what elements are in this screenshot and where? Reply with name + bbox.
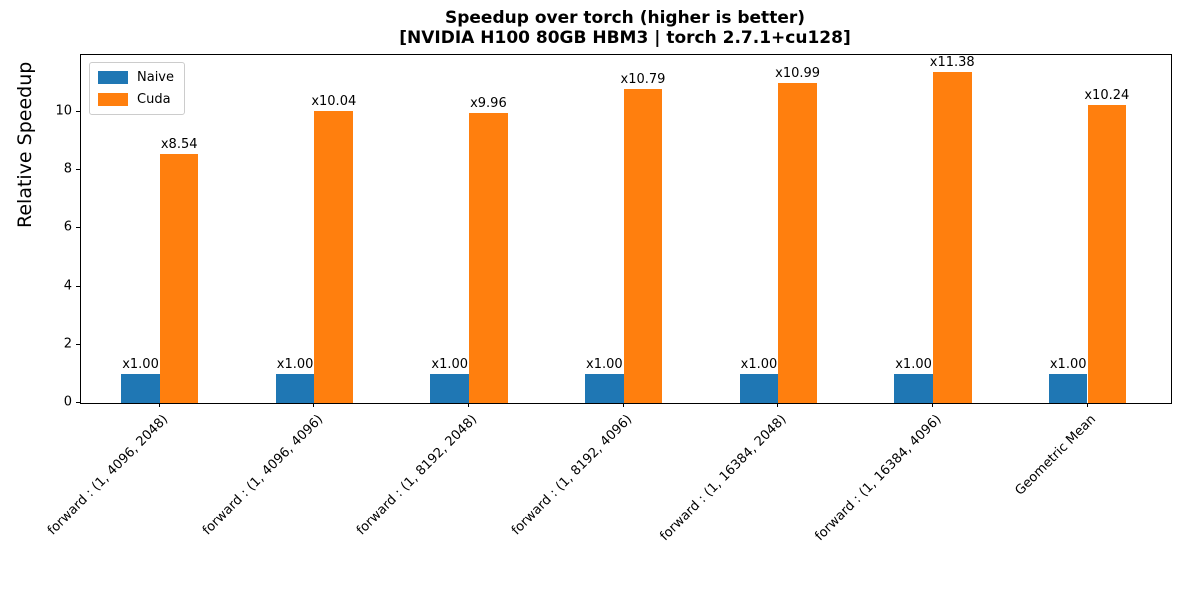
x-tick-mark — [468, 403, 470, 407]
bar-value-label: x9.96 — [470, 95, 507, 111]
x-tick-label-5: forward : (1, 16384, 4096) — [812, 412, 945, 545]
bar-naive-6 — [1048, 373, 1088, 403]
bar-value-label: x10.79 — [620, 71, 666, 87]
legend: Naive Cuda — [89, 62, 185, 115]
x-tick-label-6: Geometric Mean — [1012, 412, 1100, 499]
x-tick-label-1: forward : (1, 4096, 4096) — [199, 412, 327, 539]
legend-swatch-icon — [98, 71, 128, 84]
bar-naive-1 — [275, 373, 315, 403]
y-tick-mark — [76, 227, 80, 229]
y-tick-mark — [76, 285, 80, 287]
chart-title: Speedup over torch (higher is better) — [444, 8, 805, 28]
bar-cuda-2 — [469, 112, 508, 403]
x-tick-mark — [1086, 403, 1088, 407]
y-tick-label: 0 — [63, 394, 72, 410]
bar-value-label: x1.00 — [586, 356, 623, 372]
y-tick-label: 4 — [63, 278, 72, 293]
x-tick-label-4: forward : (1, 16384, 2048) — [657, 412, 790, 545]
y-tick-label: 6 — [63, 219, 72, 235]
y-tick-label: 10 — [55, 103, 72, 119]
bar-cuda-1 — [314, 110, 354, 403]
bar-cuda-4 — [778, 82, 817, 403]
bar-value-label: x8.54 — [160, 137, 198, 153]
bar-cuda-0 — [159, 154, 199, 403]
y-tick-label: 2 — [63, 336, 72, 352]
legend-swatch-icon — [98, 93, 128, 106]
bar-naive-0 — [121, 373, 160, 403]
x-tick-label-3: forward : (1, 8192, 4096) — [508, 412, 636, 539]
bar-value-label: x1.00 — [740, 356, 778, 372]
plot-area: Naive Cuda x1.00 x1.00 x1.00 x1.00 x1.00 x1.00… — [80, 54, 1172, 404]
legend-item-cuda: Cuda — [98, 92, 174, 107]
chart-subtitle: [NVIDIA H100 80GB HBM3 | torch 2.7.1+cu1… — [399, 28, 851, 48]
y-tick-mark — [76, 402, 80, 403]
y-tick-mark — [76, 169, 80, 171]
bar-cuda-3 — [623, 88, 663, 403]
x-tick-mark — [158, 403, 160, 407]
bar-value-label: x1.00 — [431, 356, 469, 372]
bar-value-label: x10.24 — [1084, 87, 1130, 103]
bar-naive-4 — [739, 373, 779, 403]
bar-value-label: x1.00 — [276, 356, 314, 372]
legend-label: Cuda — [137, 92, 171, 107]
x-tick-mark — [777, 403, 779, 407]
y-tick-mark — [76, 110, 80, 112]
chart-title-block: Speedup over torch (higher is better) [N… — [80, 8, 1170, 48]
bar-value-label: x10.99 — [775, 65, 821, 81]
bar-naive-3 — [585, 373, 624, 403]
y-tick-label: 8 — [63, 161, 72, 177]
bar-value-label: x1.00 — [122, 356, 159, 372]
bar-cuda-6 — [1087, 104, 1127, 403]
x-tick-mark — [931, 403, 933, 407]
x-tick-label-2: forward : (1, 8192, 2048) — [354, 412, 481, 539]
bar-value-label: x11.38 — [929, 54, 975, 70]
bar-value-label: x1.00 — [895, 356, 932, 372]
y-tick-mark — [76, 343, 80, 345]
bar-value-label: x1.00 — [1049, 356, 1087, 372]
legend-label: Naive — [137, 70, 174, 85]
x-tick-label-0: forward : (1, 4096, 2048) — [45, 412, 172, 539]
bar-naive-2 — [430, 373, 470, 403]
legend-item-naive: Naive — [98, 70, 174, 85]
x-tick-mark — [313, 403, 315, 407]
x-tick-mark — [622, 403, 624, 407]
bar-value-label: x10.04 — [311, 93, 357, 109]
bar-naive-5 — [894, 373, 933, 403]
bar-cuda-5 — [932, 71, 972, 403]
